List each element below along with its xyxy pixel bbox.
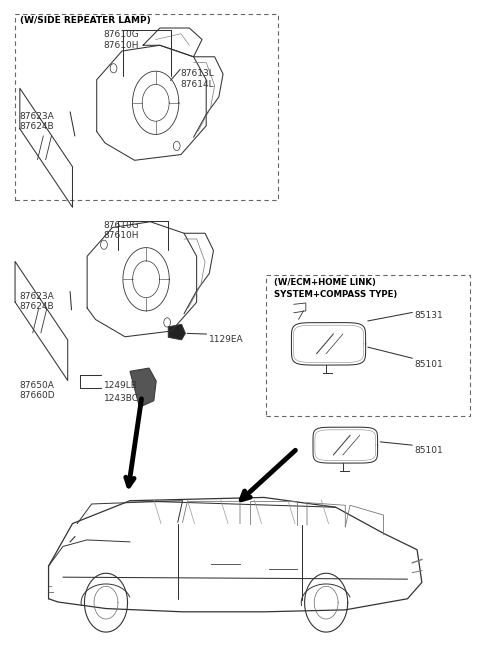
Text: 1129EA: 1129EA <box>209 335 243 345</box>
Text: 87610G
87610H: 87610G 87610H <box>104 221 139 240</box>
Text: 1243BC: 1243BC <box>104 394 139 403</box>
Text: 87623A
87624B: 87623A 87624B <box>20 291 55 311</box>
Text: (W/ECM+HOME LINK)
SYSTEM+COMPASS TYPE): (W/ECM+HOME LINK) SYSTEM+COMPASS TYPE) <box>274 278 397 299</box>
Text: 85131: 85131 <box>415 311 444 320</box>
Text: 1249LB: 1249LB <box>104 381 137 390</box>
Text: 87650A
87660D: 87650A 87660D <box>20 381 56 400</box>
Polygon shape <box>130 368 156 407</box>
Text: 85101: 85101 <box>415 360 444 369</box>
Bar <box>266 275 470 416</box>
Text: (W/SIDE REPEATER LAMP): (W/SIDE REPEATER LAMP) <box>20 16 151 26</box>
Bar <box>15 14 278 200</box>
Text: 87623A
87624B: 87623A 87624B <box>20 112 55 131</box>
Text: 85101: 85101 <box>415 447 444 455</box>
Text: 87613L
87614L: 87613L 87614L <box>180 69 214 88</box>
Text: 87610G
87610H: 87610G 87610H <box>104 30 139 50</box>
Polygon shape <box>168 324 185 340</box>
